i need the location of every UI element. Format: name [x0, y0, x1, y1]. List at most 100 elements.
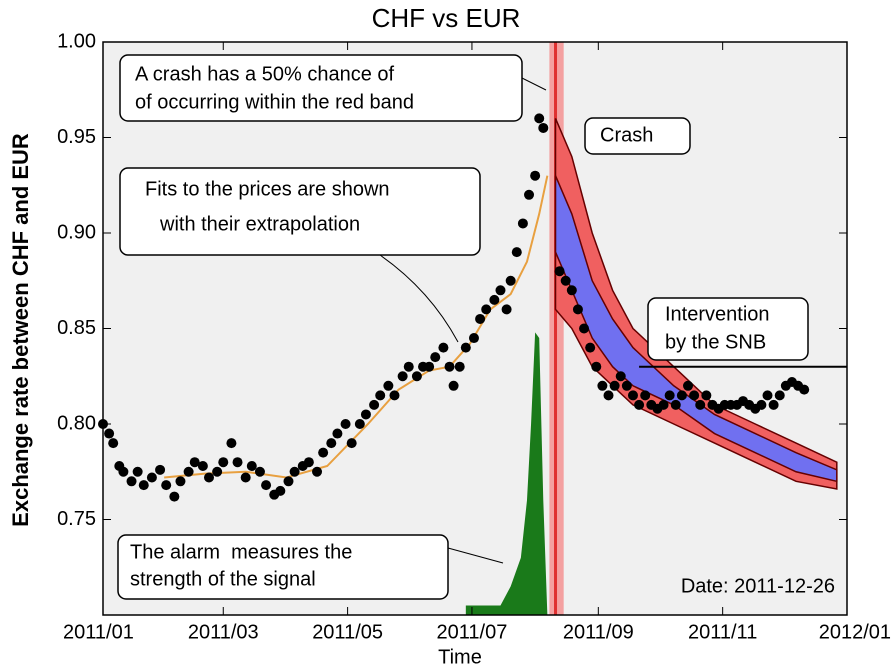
data-point [318, 447, 329, 458]
x-axis-label: Time [438, 646, 482, 668]
data-point [203, 472, 214, 483]
data-point [240, 472, 251, 483]
data-point [138, 480, 149, 491]
data-point [275, 485, 286, 496]
data-point [689, 390, 700, 401]
annotation-box [119, 167, 481, 256]
data-point [460, 342, 471, 353]
data-point [132, 466, 143, 477]
data-point [603, 390, 614, 401]
data-point [481, 304, 492, 315]
data-point [389, 390, 400, 401]
data-point [430, 352, 441, 363]
data-point [468, 333, 479, 344]
data-point [683, 380, 694, 391]
data-point [104, 428, 115, 439]
data-point [289, 466, 300, 477]
annotation-arrow [379, 254, 459, 343]
annotation-arrow [521, 77, 547, 91]
data-point [560, 275, 571, 286]
data-point [454, 361, 465, 372]
data-point [108, 438, 119, 449]
x-tick-label: 2012/01 [819, 621, 891, 643]
alarm-area [465, 332, 548, 615]
data-point [354, 419, 365, 429]
data-point [438, 342, 449, 353]
data-point [658, 399, 669, 410]
data-point [340, 419, 351, 429]
data-point [762, 390, 773, 401]
data-point [517, 218, 528, 229]
data-point [511, 247, 522, 258]
data-point [591, 361, 602, 372]
data-point [146, 472, 157, 483]
data-point [161, 480, 172, 491]
y-tick-label: 0.90 [57, 221, 96, 243]
data-point [756, 399, 767, 410]
y-axis-label: Exchange rate between CHF and EUR [8, 133, 33, 527]
data-point [627, 390, 638, 401]
data-point [530, 170, 541, 181]
data-point [360, 409, 371, 420]
data-point [554, 266, 565, 277]
data-point [701, 390, 712, 401]
data-point [169, 491, 180, 502]
data-point [332, 428, 343, 439]
data-point [505, 275, 516, 286]
annotation-text: Crash [600, 124, 653, 146]
data-point [254, 466, 265, 477]
y-tick-label: 0.95 [57, 126, 96, 148]
data-point [615, 371, 626, 382]
data-point [768, 399, 779, 410]
data-point [283, 476, 294, 487]
annotation-text: by the SNB [665, 331, 766, 353]
annotations: A crash has a 50% chance of of occurring… [117, 54, 835, 600]
marks [98, 42, 847, 615]
data-point [634, 399, 645, 410]
annotation-box [647, 297, 809, 361]
data-point [175, 476, 186, 487]
data-point [126, 476, 137, 487]
data-point [501, 304, 512, 315]
data-point [640, 390, 651, 401]
x-tick-label: 2011/03 [188, 621, 259, 643]
data-point [597, 380, 608, 391]
data-point [403, 361, 414, 372]
data-point [585, 342, 596, 353]
data-point [676, 390, 687, 401]
chart-title: CHF vs EUR [372, 3, 521, 33]
annotation-arrow [447, 547, 504, 564]
data-point [444, 361, 455, 372]
y-tick-label: 1.00 [57, 30, 96, 52]
data-point [538, 122, 549, 133]
data-point [212, 466, 223, 477]
data-point [475, 313, 486, 324]
x-tick-label: 2011/07 [437, 621, 508, 643]
data-point [572, 304, 583, 315]
data-point [369, 399, 380, 410]
data-point [303, 457, 314, 468]
x-tick-label: 2011/05 [312, 621, 383, 643]
annotation-text: strength of the signal [130, 568, 316, 590]
data-point [197, 461, 208, 472]
annotation-text: A crash has a 50% chance of [135, 63, 394, 85]
data-point [326, 438, 337, 449]
y-tick-label: 0.80 [57, 412, 96, 434]
annotation-text: The alarm measures the [130, 541, 352, 563]
data-point [621, 380, 632, 391]
data-point [383, 380, 394, 391]
data-point [189, 457, 200, 468]
data-point [411, 371, 422, 382]
date-label: Date: 2011-12-26 [681, 575, 835, 597]
annotation-box [584, 117, 691, 155]
data-point [397, 371, 408, 382]
data-point [489, 294, 500, 305]
data-point [695, 399, 706, 410]
data-point [346, 438, 357, 449]
data-point [118, 466, 129, 477]
data-point [232, 457, 243, 468]
data-point [246, 461, 257, 472]
data-point [774, 390, 785, 401]
annotation-text: Intervention [665, 303, 770, 325]
data-point [609, 380, 620, 391]
